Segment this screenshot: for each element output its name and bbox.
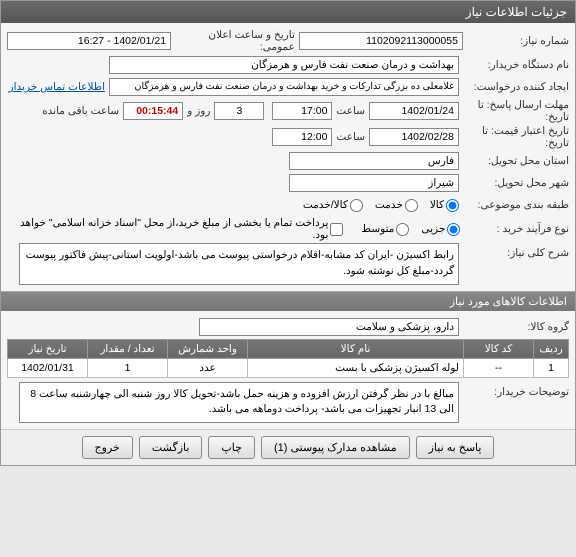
exit-button[interactable]: خروج (82, 436, 133, 459)
purchase-proc-label: نوع فرآیند خرید : (460, 223, 569, 235)
radio-medium-label: متوسط (361, 223, 394, 235)
requester-value: غلامعلی ده بزرگی تدارکات و خرید بهداشت و… (109, 78, 459, 96)
radio-service[interactable]: خدمت (375, 199, 418, 212)
radio-both-label: کالا/خدمت (303, 199, 348, 211)
buyer-org-label: نام دستگاه خریدار: (459, 59, 569, 71)
attachments-button[interactable]: مشاهده مدارک پیوستی (1) (261, 436, 410, 459)
deadline-label-t: مهلت ارسال پاسخ: (487, 99, 569, 111)
need-desc-label: شرح کلی نیاز: (459, 243, 569, 259)
radio-goods-input[interactable] (446, 199, 459, 212)
validity-date: 1402/02/28 (369, 128, 459, 146)
radio-medium-input[interactable] (396, 223, 409, 236)
th-qty: تعداد / مقدار (88, 339, 168, 358)
buyer-org-value: بهداشت و درمان صنعت نفت فارس و هرمزگان (109, 56, 459, 74)
goods-section-title: اطلاعات کالاهای مورد نیاز (1, 291, 575, 311)
radio-partial-input[interactable] (447, 223, 460, 236)
requester-label: ایجاد کننده درخواست: (459, 81, 569, 93)
delivery-prov-label: استان محل تحویل: (459, 155, 569, 167)
cell-unit: عدد (168, 358, 248, 377)
goods-group-label: گروه کالا: (459, 321, 569, 333)
th-code: کد کالا (464, 339, 534, 358)
purchase-proc-group: جزیی متوسط پرداخت تمام یا بخشی از مبلغ خ… (7, 217, 460, 241)
delivery-city-label: شهر محل تحویل: (459, 177, 569, 189)
time-label-1: ساعت (332, 105, 369, 117)
radio-service-label: خدمت (375, 199, 403, 211)
validity-label-t: تاریخ اعتبار (521, 125, 569, 137)
need-class-label: طبقه بندی موضوعی: (459, 199, 569, 211)
back-button[interactable]: بازگشت (139, 436, 203, 459)
radio-both[interactable]: کالا/خدمت (303, 199, 363, 212)
proc-note-checkbox[interactable] (330, 223, 343, 236)
th-row: ردیف (534, 339, 569, 358)
time-remaining: 00:15:44 (123, 102, 183, 120)
deadline-label: مهلت ارسال پاسخ: تا تاریخ: (459, 99, 569, 123)
th-date: تاریخ نیاز (8, 339, 88, 358)
th-unit: واحد شمارش (168, 339, 248, 358)
need-no-value: 1102092113000055 (299, 32, 463, 50)
button-bar: پاسخ به نیاز مشاهده مدارک پیوستی (1) چاپ… (1, 429, 575, 465)
cell-code: -- (464, 358, 534, 377)
radio-goods-label: کالا (430, 199, 444, 211)
proc-note-text: پرداخت تمام یا بخشی از مبلغ خرید،از محل … (7, 217, 328, 241)
goods-group-value: دارو، پزشکی و سلامت (199, 318, 459, 336)
need-desc-value: رابط اکسیژن -ایران کد مشابه-اقلام درخواس… (19, 243, 459, 285)
goods-area: گروه کالا: دارو، پزشکی و سلامت ردیف کد ک… (1, 311, 575, 430)
buyer-notes-label: توضیحات خریدار: (459, 382, 569, 398)
cell-date: 1402/01/31 (8, 358, 88, 377)
validity-label: تاریخ اعتبار قیمت: تا تاریخ: (459, 125, 569, 149)
respond-button[interactable]: پاسخ به نیاز (416, 436, 495, 459)
buyer-notes-value: مبالغ با در نظر گرفتن ارزش افزوده و هزین… (19, 382, 459, 424)
proc-note-check: پرداخت تمام یا بخشی از مبلغ خرید،از محل … (7, 217, 343, 241)
th-name: نام کالا (248, 339, 464, 358)
delivery-prov-value: فارس (289, 152, 459, 170)
print-button[interactable]: چاپ (208, 436, 255, 459)
table-header-row: ردیف کد کالا نام کالا واحد شمارش تعداد /… (8, 339, 569, 358)
cell-row: 1 (534, 358, 569, 377)
buyer-contact-link[interactable]: اطلاعات تماس خریدار (9, 81, 105, 93)
deadline-date: 1402/01/24 (369, 102, 459, 120)
need-class-group: کالا خدمت کالا/خدمت (303, 199, 459, 212)
radio-service-input[interactable] (405, 199, 418, 212)
radio-medium[interactable]: متوسط (361, 223, 409, 236)
remain-label: ساعت باقی مانده (38, 105, 123, 117)
window-title: جزئیات اطلاعات نیاز (1, 1, 575, 23)
announce-value: 1402/01/21 - 16:27 (7, 32, 171, 50)
radio-goods[interactable]: کالا (430, 199, 459, 212)
time-label-2: ساعت (332, 131, 369, 143)
radio-both-input[interactable] (350, 199, 363, 212)
form-main: شماره نیاز: 1102092113000055 تاریخ و ساع… (1, 23, 575, 291)
delivery-city-value: شیراز (289, 174, 459, 192)
announce-label: تاریخ و ساعت اعلان عمومی: (171, 29, 299, 53)
goods-table: ردیف کد کالا نام کالا واحد شمارش تعداد /… (7, 339, 569, 378)
days-label: روز و (183, 105, 214, 117)
deadline-time: 17:00 (272, 102, 332, 120)
radio-partial[interactable]: جزیی (421, 223, 460, 236)
table-row[interactable]: 1--لوله اکسیژن پزشکی با بستعدد11402/01/3… (8, 358, 569, 377)
cell-name: لوله اکسیژن پزشکی با بست (248, 358, 464, 377)
days-remaining: 3 (214, 102, 264, 120)
need-details-window: جزئیات اطلاعات نیاز شماره نیاز: 11020921… (0, 0, 576, 466)
need-no-label: شماره نیاز: (463, 35, 569, 47)
validity-time: 12:00 (272, 128, 332, 146)
radio-partial-label: جزیی (421, 223, 445, 235)
cell-qty: 1 (88, 358, 168, 377)
